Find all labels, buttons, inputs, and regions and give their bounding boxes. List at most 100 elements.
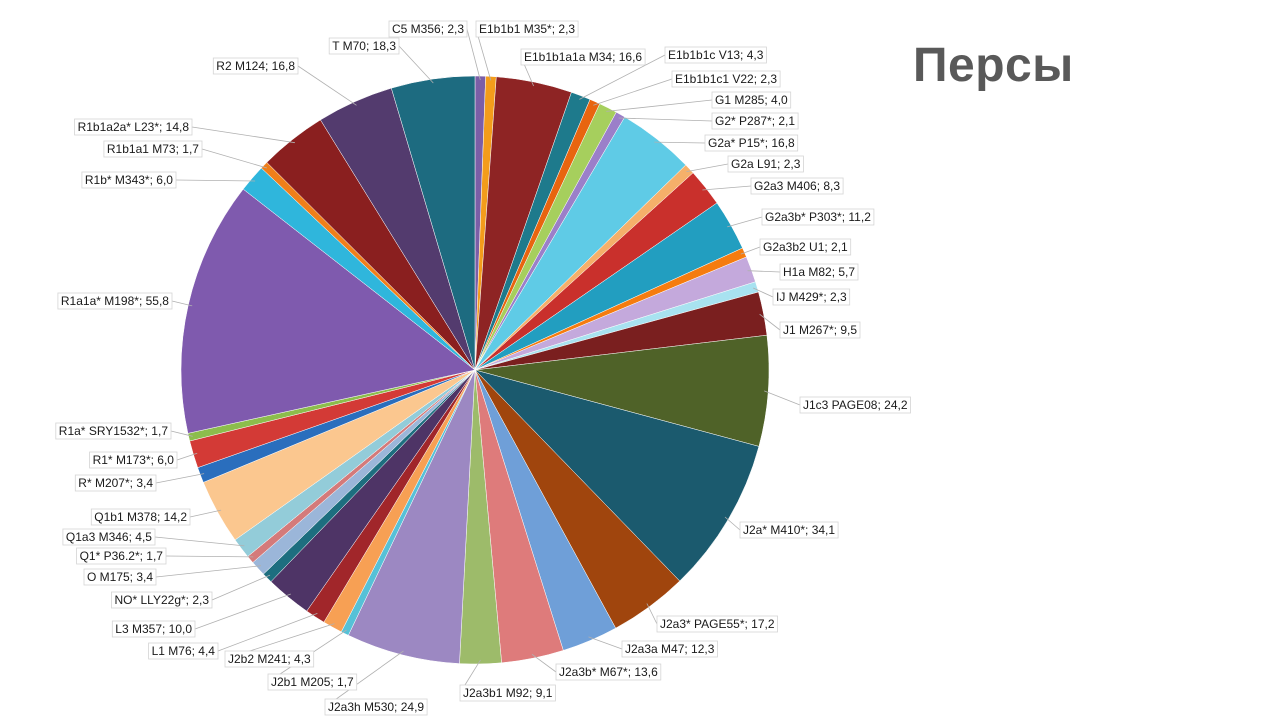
leader-line — [702, 185, 752, 191]
leader-line — [475, 28, 492, 81]
data-labels: C5 M356; 2,3 E1b1b1 M35*; 2,3 E1b1b1a1a M3… — [55, 20, 911, 716]
data-label-box — [55, 422, 172, 440]
leader-line — [727, 216, 763, 228]
data-label-box — [324, 698, 428, 716]
data-label: C5 M356; 2,3 — [392, 22, 464, 36]
data-label: T M70; 18,3 — [332, 39, 396, 53]
leader-line — [531, 653, 557, 673]
data-label: L3 M357; 10,0 — [115, 622, 192, 636]
data-label-box — [111, 620, 196, 638]
data-label-box — [772, 288, 851, 306]
data-label: J1c3 PAGE08; 24,2 — [803, 398, 908, 412]
leader-line — [618, 117, 713, 122]
leader-line — [324, 650, 404, 708]
data-label-box — [74, 118, 193, 136]
data-label-box — [711, 91, 792, 109]
data-label-box — [704, 134, 799, 152]
pie-slice — [347, 369, 476, 664]
data-label: J2a3a M47; 12,3 — [625, 642, 715, 656]
data-label: IJ M429*; 2,3 — [776, 290, 847, 304]
leader-line — [646, 603, 658, 625]
data-label-box — [111, 591, 213, 609]
leader-line — [593, 78, 673, 106]
leader-line — [724, 516, 741, 531]
leader-line — [297, 65, 357, 106]
data-label-box — [267, 673, 358, 691]
data-label: R1a* SRY1532*; 1,7 — [59, 424, 169, 438]
data-label-box — [475, 20, 579, 38]
leader-line — [686, 163, 729, 172]
pie-slices — [180, 75, 770, 665]
data-label: J2b2 M241; 4,3 — [228, 652, 311, 666]
leader-line — [654, 141, 706, 144]
leader-line — [740, 246, 761, 255]
data-label: G1 M285; 4,0 — [715, 93, 788, 107]
leader-line — [175, 179, 256, 182]
leader-line — [211, 574, 271, 601]
data-label-box — [671, 70, 781, 88]
data-label-box — [759, 238, 852, 256]
data-label: Q1b1 M378; 14,2 — [94, 510, 187, 524]
data-label-box — [90, 508, 191, 526]
data-label: G2a* P15*; 16,8 — [708, 136, 795, 150]
data-label: J2a3h M530; 24,9 — [328, 700, 424, 714]
data-label-box — [224, 650, 315, 668]
data-label: NO* LLY22g*; 2,3 — [115, 593, 210, 607]
leader-line — [170, 430, 193, 437]
leader-line — [194, 593, 291, 630]
data-label-box — [750, 177, 844, 195]
data-label-box — [739, 521, 839, 539]
leader-line — [398, 45, 434, 84]
data-label: H1a M82; 5,7 — [783, 265, 855, 279]
leader-line — [759, 313, 781, 331]
leader-line — [189, 509, 222, 518]
data-label: G2a3b* P303*; 11,2 — [765, 210, 871, 224]
data-label: J1 M267*; 9,5 — [783, 323, 857, 337]
data-label: G2a L91; 2,3 — [731, 157, 801, 171]
pie-slice — [474, 369, 760, 582]
data-label-box — [74, 474, 157, 492]
data-label-box — [621, 640, 718, 658]
data-label-box — [761, 208, 875, 226]
data-label-box — [83, 568, 157, 586]
pie-slice — [391, 75, 476, 371]
leader-line — [606, 99, 713, 112]
leader-line — [191, 126, 295, 144]
data-label-box — [328, 37, 400, 55]
leader-line — [764, 390, 801, 406]
data-label: R* M207*; 3,4 — [78, 476, 153, 490]
leader-lines — [154, 28, 801, 708]
data-label: J2b1 M205; 1,7 — [271, 675, 354, 689]
data-label: E1b1b1 M35*; 2,3 — [479, 22, 575, 36]
data-label-box — [779, 263, 859, 281]
leader-line — [176, 452, 198, 461]
data-label: Q1* P36.2*; 1,7 — [80, 549, 164, 563]
data-label-box — [779, 321, 861, 339]
data-label: G2a3 M406; 8,3 — [754, 179, 840, 193]
data-label-box — [520, 48, 646, 66]
data-label: R1a1a* M198*; 55,8 — [61, 294, 169, 308]
leader-line — [579, 54, 666, 100]
data-label-box — [212, 57, 299, 75]
data-label-box — [388, 20, 468, 38]
data-label: J2a3* PAGE55*; 17,2 — [660, 617, 775, 631]
chart-title: Персы — [913, 39, 1074, 92]
leader-line — [201, 148, 268, 169]
leader-line — [155, 473, 205, 484]
data-label-box — [57, 292, 173, 310]
data-label: R1b* M343*; 6,0 — [85, 173, 173, 187]
data-label: E1b1b1a1a M34; 16,6 — [524, 50, 642, 64]
data-label: E1b1b1c1 V22; 2,3 — [675, 72, 777, 86]
data-label: G2a3b2 U1; 2,1 — [763, 240, 848, 254]
data-label-box — [81, 171, 177, 189]
leader-line — [466, 28, 481, 81]
data-label: J2a3b1 M92; 9,1 — [463, 686, 553, 700]
data-label: R1b1a1 M73; 1,7 — [107, 142, 199, 156]
data-label: O M175; 3,4 — [87, 570, 153, 584]
leader-line — [217, 613, 318, 652]
data-label: J2a* M410*; 34,1 — [743, 523, 835, 537]
data-label-box — [664, 46, 767, 64]
data-label-box — [799, 396, 911, 414]
leader-line — [588, 636, 623, 650]
leader-line — [747, 270, 781, 273]
